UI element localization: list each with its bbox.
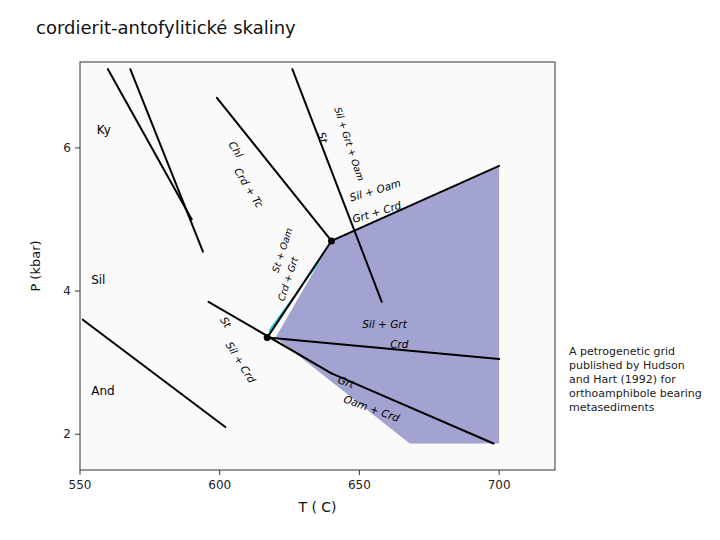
reaction-label: Crd + Tc [232, 165, 266, 209]
reaction-label: Sil + Grt + Oam [332, 106, 366, 182]
field-label: Ky [97, 123, 111, 137]
invariant-point [328, 237, 335, 244]
y-axis-label: P (kbar) [28, 240, 43, 291]
annotations: KySilAndChlCrd + TcStSil + Grt + OamSil … [91, 106, 409, 424]
reaction-label: Sil + Crd [224, 339, 259, 385]
y-tick [75, 434, 80, 435]
region [276, 166, 500, 444]
x-tick-label: 650 [348, 478, 371, 492]
field-label: And [91, 384, 114, 398]
x-tick-label: 550 [69, 478, 92, 492]
invariant-point [264, 334, 271, 341]
x-tick [359, 470, 360, 475]
y-tick-label: 6 [63, 141, 71, 155]
reaction-line [108, 69, 192, 219]
plot-marks [83, 69, 499, 443]
x-tick-label: 700 [488, 478, 511, 492]
reaction-label: Chl [226, 139, 245, 160]
chart: 550 600 650 700 2 4 6 T ( C) P (kbar) cordierit-a… [0, 0, 720, 540]
reaction-line [83, 320, 226, 427]
plot-area [80, 62, 555, 470]
reaction-line [209, 302, 332, 374]
reaction-line [130, 69, 203, 252]
y-tick-label: 4 [63, 284, 71, 298]
x-tick [219, 470, 220, 475]
reaction-label: Grt [336, 373, 357, 390]
x-tick [499, 470, 500, 475]
y-tick [75, 147, 80, 148]
reaction-label: Grt + Crd [351, 199, 403, 225]
y-tick [75, 291, 80, 292]
caption: A petrogenetic gridpublished by Hudsonan… [569, 345, 702, 414]
x-axis-label: T ( C) [297, 499, 336, 515]
y-tick-label: 2 [63, 427, 71, 441]
field-label: Sil [91, 273, 105, 287]
x-tick-label: 600 [208, 478, 231, 492]
reaction-line [331, 373, 493, 443]
reaction-label: Crd + Grt [275, 254, 300, 302]
reaction-line [217, 98, 332, 241]
reaction-label: Sil + Grt [362, 318, 407, 330]
reaction-label: Crd [390, 338, 409, 350]
reaction-label: Oam + Crd [342, 393, 402, 424]
x-tick [80, 470, 81, 475]
reaction-label: St [316, 130, 331, 145]
plot-frame [80, 62, 555, 470]
title: cordierit-antofylitické skaliny [36, 17, 296, 38]
reaction-label: St [218, 314, 234, 330]
